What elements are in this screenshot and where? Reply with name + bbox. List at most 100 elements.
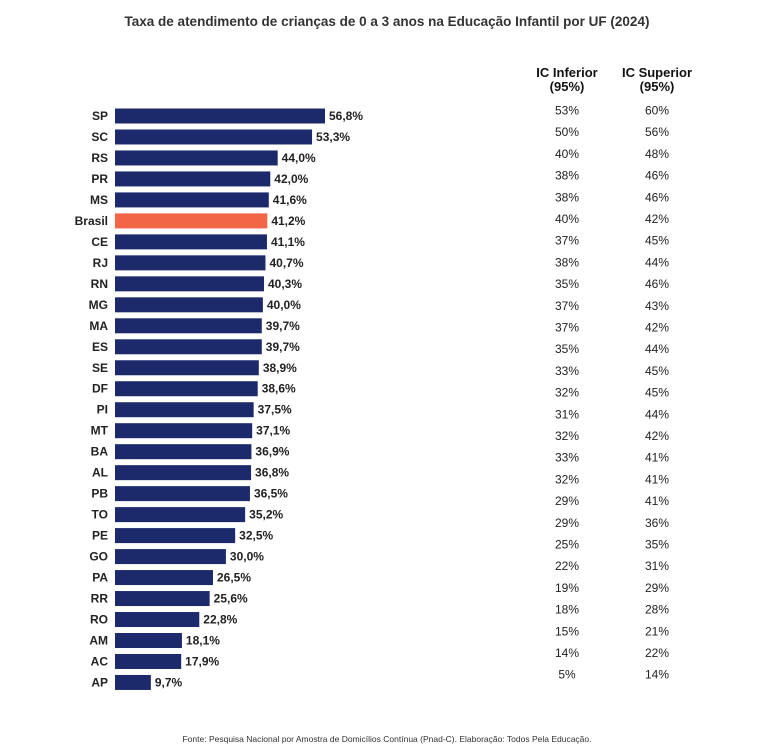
ic-inferior-cell: 37% bbox=[555, 234, 579, 248]
category-label: PE bbox=[92, 529, 108, 543]
category-label: MG bbox=[89, 298, 108, 312]
category-label: DF bbox=[92, 382, 108, 396]
bar bbox=[115, 318, 262, 334]
ic-superior-cell: 43% bbox=[645, 299, 669, 313]
category-label: GO bbox=[89, 550, 108, 564]
bar bbox=[115, 360, 259, 376]
category-label: Brasil bbox=[75, 214, 108, 228]
ic-superior-cell: 48% bbox=[645, 147, 669, 161]
data-label: 41,1% bbox=[271, 235, 305, 249]
ic-superior-cell: 42% bbox=[645, 212, 669, 226]
ic-inferior-cell: 32% bbox=[555, 386, 579, 400]
category-label: PR bbox=[91, 172, 108, 186]
ic-inferior-cell: 22% bbox=[555, 559, 579, 573]
bar bbox=[115, 171, 271, 187]
data-label: 44,0% bbox=[282, 151, 316, 165]
data-label: 37,1% bbox=[256, 424, 290, 438]
data-label: 41,2% bbox=[271, 214, 305, 228]
ic-inferior-cell: 38% bbox=[555, 190, 579, 204]
ic-inferior-cell: 5% bbox=[558, 668, 576, 682]
ic-superior-cell: 41% bbox=[645, 494, 669, 508]
category-label: SE bbox=[92, 361, 108, 375]
ic-superior-cell: 28% bbox=[645, 603, 669, 617]
category-label: ES bbox=[92, 340, 108, 354]
data-label: 36,9% bbox=[255, 445, 289, 459]
bar bbox=[115, 108, 325, 124]
ic-superior-cell: 56% bbox=[645, 125, 669, 139]
bar bbox=[115, 549, 226, 565]
ic-inferior-cell: 37% bbox=[555, 321, 579, 335]
data-label: 37,5% bbox=[258, 403, 292, 417]
ic-inferior-cell: 31% bbox=[555, 407, 579, 421]
bar bbox=[115, 339, 262, 355]
bar bbox=[115, 633, 182, 648]
ic-inferior-cell: 18% bbox=[555, 603, 579, 617]
category-label: TO bbox=[92, 508, 108, 522]
ic-inferior-cell: 40% bbox=[555, 147, 579, 161]
bar bbox=[115, 465, 252, 481]
bar bbox=[115, 150, 278, 166]
bar bbox=[115, 674, 151, 690]
category-label: BA bbox=[91, 445, 109, 459]
data-label: 40,3% bbox=[268, 277, 302, 291]
ic-inferior-header: IC Inferior (95%) bbox=[536, 65, 598, 94]
data-label: 39,7% bbox=[266, 340, 300, 354]
bar bbox=[115, 381, 258, 397]
category-label: MA bbox=[89, 319, 108, 333]
category-label: AL bbox=[92, 466, 108, 480]
ic-inferior-cell: 29% bbox=[555, 516, 579, 530]
bar bbox=[115, 297, 263, 313]
ic-inferior-cell: 32% bbox=[555, 472, 579, 486]
data-label: 26,5% bbox=[217, 571, 251, 585]
data-label: 30,0% bbox=[230, 550, 264, 564]
ic-inferior-cell: 38% bbox=[555, 255, 579, 269]
data-label: 22,8% bbox=[203, 613, 237, 627]
ic-inferior-cell: 35% bbox=[555, 277, 579, 291]
data-label: 36,5% bbox=[254, 487, 288, 501]
ic-inferior-cell: 25% bbox=[555, 538, 579, 552]
bar bbox=[115, 528, 236, 544]
bar bbox=[115, 213, 268, 229]
ic-inferior-cell: 33% bbox=[555, 451, 579, 465]
category-label: RO bbox=[90, 613, 108, 627]
ic-inferior-cell: 19% bbox=[555, 581, 579, 595]
bar bbox=[115, 507, 246, 523]
ic-superior-cell: 46% bbox=[645, 169, 669, 183]
bar bbox=[115, 192, 269, 208]
data-label: 40,0% bbox=[267, 298, 301, 312]
data-label: 17,9% bbox=[185, 654, 219, 668]
category-label: AM bbox=[89, 634, 108, 648]
bar bbox=[115, 402, 254, 418]
chart-title: Taxa de atendimento de crianças de 0 a 3… bbox=[124, 14, 650, 29]
data-label: 36,8% bbox=[255, 466, 289, 480]
ic-superior-cell: 31% bbox=[645, 559, 669, 573]
category-label: MT bbox=[91, 424, 109, 438]
category-label: RS bbox=[91, 151, 108, 165]
bar bbox=[115, 129, 313, 145]
category-label: SC bbox=[91, 130, 108, 144]
ic-inferior-cell: 40% bbox=[555, 212, 579, 226]
ic-superior-cell: 36% bbox=[645, 516, 669, 530]
category-label: RR bbox=[91, 592, 109, 606]
bar bbox=[115, 444, 252, 460]
data-label: 56,8% bbox=[329, 109, 363, 123]
ic-inferior-cell: 53% bbox=[555, 104, 579, 118]
category-label: RN bbox=[91, 277, 108, 291]
ic-superior-cell: 22% bbox=[645, 646, 669, 660]
ic-superior-cell: 42% bbox=[645, 321, 669, 335]
category-label: RJ bbox=[93, 256, 108, 270]
ic-inferior-cell: 15% bbox=[555, 624, 579, 638]
data-label: 32,5% bbox=[239, 529, 273, 543]
data-label: 39,7% bbox=[266, 319, 300, 333]
bar bbox=[115, 486, 250, 502]
bar bbox=[115, 255, 266, 271]
source-note: Fonte: Pesquisa Nacional por Amostra de … bbox=[182, 734, 592, 744]
ic-inferior-cell: 38% bbox=[555, 169, 579, 183]
category-label: PI bbox=[97, 403, 108, 417]
bar bbox=[115, 591, 210, 607]
bar bbox=[115, 653, 182, 669]
data-label: 35,2% bbox=[249, 508, 283, 522]
ic-superior-cell: 14% bbox=[645, 668, 669, 682]
category-label: MS bbox=[90, 193, 108, 207]
ic-superior-cell: 41% bbox=[645, 451, 669, 465]
